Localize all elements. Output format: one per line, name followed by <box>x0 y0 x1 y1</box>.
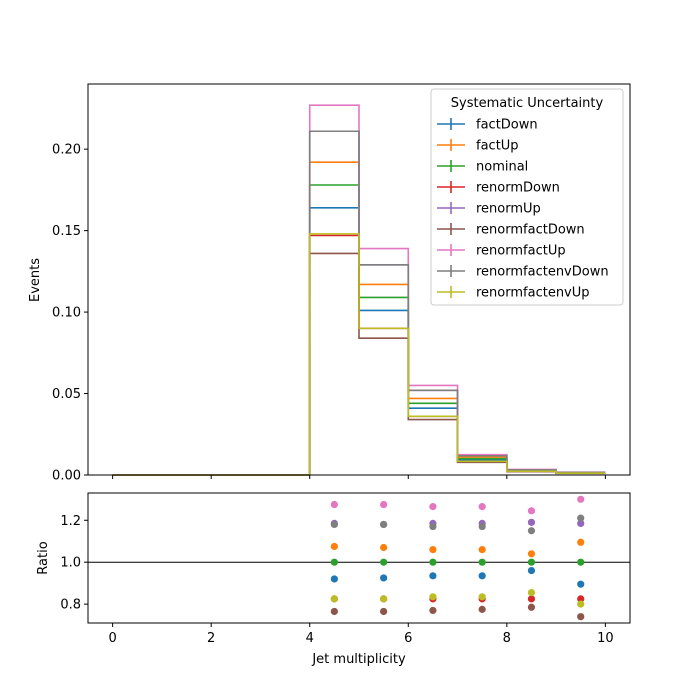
x-tick-label: 8 <box>503 631 511 646</box>
ratio-point-factdown <box>380 574 388 582</box>
ratio-point-factup <box>577 538 585 546</box>
legend-label: nominal <box>476 160 528 175</box>
ratio-point-renormfactenvup <box>478 593 486 601</box>
legend-entry-renormfactenvdown: renormfactenvDown <box>437 265 609 280</box>
x-tick-label: 0 <box>108 631 116 646</box>
events-y-tick-label: 0.05 <box>52 387 81 402</box>
ratio-point-factup <box>478 546 486 554</box>
x-tick-label: 4 <box>306 631 314 646</box>
ratio-point-renormfactup <box>527 507 536 515</box>
legend-label: renormUp <box>476 202 541 217</box>
ratio-point-renormfactup <box>478 503 486 511</box>
ratio-point-factdown <box>527 566 536 575</box>
ratio-y-tick-label: 1.0 <box>60 556 81 571</box>
ratio-point-renormfactenvdown <box>429 522 437 531</box>
legend-entry-factup: factUp <box>437 139 519 154</box>
events-x-axis-ticks <box>112 475 606 479</box>
ratio-point-renormfactenvdown <box>330 520 338 529</box>
legend-entry-renormdown: renormDown <box>437 181 560 196</box>
ratio-point-renormfactdown <box>577 613 585 621</box>
legend-entry-factdown: factDown <box>437 118 538 133</box>
ratio-point-renormup <box>577 519 585 528</box>
ratio-y-tick-label: 0.8 <box>60 598 81 613</box>
legend-entry-renormup: renormUp <box>437 202 541 217</box>
legend-label: factDown <box>476 118 538 133</box>
ratio-y-tick-label: 1.2 <box>60 514 81 529</box>
legend-box <box>430 88 624 306</box>
x-axis-label: Jet multiplicity <box>311 652 406 667</box>
ratio-point-factup <box>330 542 338 551</box>
events-y-axis-ticks: 0.00 0.05 0.10 0.15 0.20 <box>52 143 88 484</box>
ratio-point-nominal <box>330 558 338 566</box>
ratio-point-renormfactenvdown <box>478 522 486 531</box>
ratio-point-renormfactup <box>429 503 437 511</box>
ratio-point-renormfactenvdown <box>527 527 536 535</box>
ratio-plot-area <box>88 493 630 623</box>
legend-entry-renormfactenvup: renormfactenvUp <box>437 286 590 301</box>
ratio-point-renormfactenvup <box>577 600 585 608</box>
events-y-tick-label: 0.15 <box>52 224 81 239</box>
ratio-point-renormfactenvup <box>380 595 388 603</box>
ratio-point-renormfactenvup <box>330 595 338 603</box>
legend-entry-renormfactdown: renormfactDown <box>437 223 585 238</box>
ratio-point-renormfactup <box>380 500 388 509</box>
ratio-point-renormfactup <box>330 500 338 509</box>
ratio-point-renormfactdown <box>380 607 388 616</box>
legend-label: renormfactenvDown <box>476 265 609 280</box>
ratio-point-renormfactenvup <box>429 593 437 601</box>
ratio-point-renormfactenvdown <box>577 514 585 522</box>
legend-label: renormfactUp <box>476 244 566 259</box>
ratio-point-renormfactdown <box>527 603 536 611</box>
ratio-point-factdown <box>577 580 585 588</box>
ratio-point-nominal <box>577 558 585 566</box>
ratio-y-axis-ticks: 0.8 1.0 1.2 <box>60 514 88 613</box>
ratio-point-renormfactenvdown <box>380 520 388 529</box>
ratio-point-renormfactup <box>577 495 585 503</box>
x-tick-label: 10 <box>597 631 614 646</box>
legend-entries: factDown factUp nominal renormDown renormUp r… <box>437 118 609 301</box>
ratio-point-nominal <box>429 558 437 566</box>
ratio-point-nominal <box>380 558 388 566</box>
x-tick-label: 2 <box>207 631 215 646</box>
ratio-point-factdown <box>478 572 486 580</box>
ratio-plot-frame <box>87 492 631 624</box>
ratio-point-factup <box>429 546 437 554</box>
legend-label: factUp <box>476 139 519 154</box>
ratio-point-renormdown <box>527 595 536 603</box>
ratio-point-renormfactdown <box>478 605 486 613</box>
ratio-point-renormfactdown <box>429 606 437 615</box>
events-y-axis-label: Events <box>28 258 43 302</box>
ratio-x-axis-ticks: 0 2 4 6 8 10 <box>108 623 614 646</box>
legend-title: Systematic Uncertainty <box>451 96 604 111</box>
ratio-point-nominal <box>478 558 486 566</box>
legend-label: renormfactDown <box>476 223 585 238</box>
ratio-point-renormfactenvup <box>527 588 536 597</box>
events-y-tick-label: 0.00 <box>52 469 81 484</box>
ratio-point-renormdown <box>577 595 585 603</box>
x-tick-label: 6 <box>404 631 412 646</box>
legend: Systematic Uncertainty factDown factUp nom… <box>430 88 624 306</box>
ratio-point-factdown <box>330 575 338 583</box>
ratio-panel: 0.8 1.0 1.2 0 2 4 6 8 10 Ratio Jet multiplicity <box>36 492 631 667</box>
legend-entry-nominal: nominal <box>437 160 528 175</box>
ratio-point-renormup <box>527 518 536 526</box>
legend-entry-renormfactup: renormfactUp <box>437 244 566 259</box>
ratio-point-factdown <box>429 572 437 580</box>
ratio-point-nominal <box>527 558 536 566</box>
events-y-tick-label: 0.20 <box>52 143 81 158</box>
ratio-point-renormfactdown <box>330 607 338 616</box>
events-y-tick-label: 0.10 <box>52 306 81 321</box>
ratio-point-factup <box>527 550 536 558</box>
ratio-point-factup <box>380 543 388 552</box>
events-plot-frame <box>87 83 631 476</box>
legend-label: renormDown <box>476 181 560 196</box>
legend-label: renormfactenvUp <box>476 286 590 301</box>
ratio-points <box>330 495 585 621</box>
ratio-y-axis-label: Ratio <box>36 541 51 574</box>
